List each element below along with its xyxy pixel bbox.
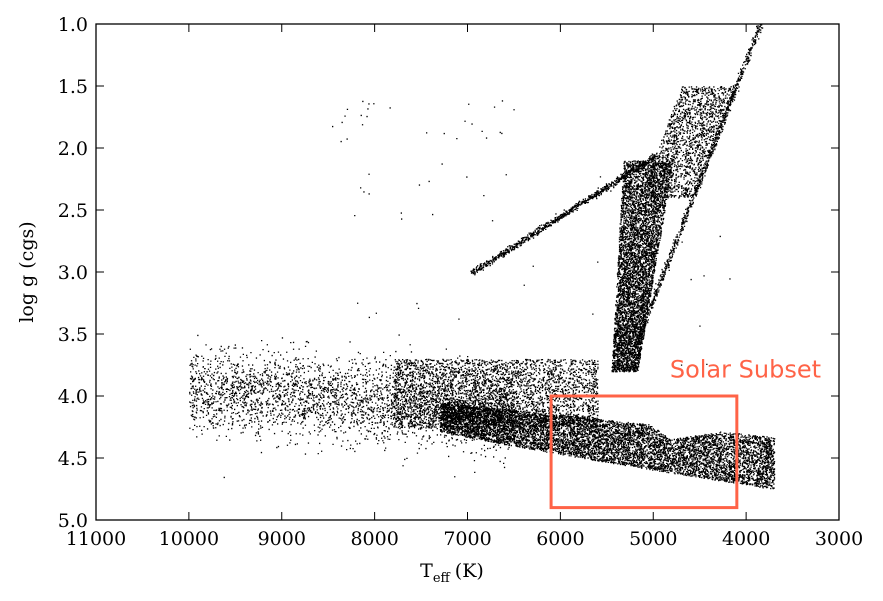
axis-ticks	[95, 23, 840, 521]
x-tick-label: 3000	[815, 528, 863, 550]
x-tick-label: 7000	[443, 528, 491, 550]
y-tick-label: 2.5	[58, 200, 88, 222]
y-tick-label: 3.5	[58, 324, 88, 346]
solar-subset-label: Solar Subset	[670, 355, 821, 383]
y-tick-labels: 1.0 1.5 2.0 2.5 3.0 3.5 4.0 4.5 5.0	[58, 14, 88, 532]
x-tick-label: 9000	[258, 528, 306, 550]
y-tick-label: 4.0	[58, 386, 88, 408]
solar-subset-box	[549, 394, 739, 510]
x-axis-title-subscript: eff	[433, 571, 452, 586]
y-axis-title: log g (cgs)	[16, 221, 38, 322]
x-tick-label: 4000	[722, 528, 770, 550]
y-tick-label: 4.5	[58, 448, 88, 470]
x-axis-title: Teff (K)	[420, 560, 484, 586]
x-axis-title-main: T	[420, 560, 433, 582]
scatter-points	[189, 24, 776, 490]
x-tick-labels: 11000 10000 9000 8000 7000 6000 5000 4000 3000	[66, 528, 863, 550]
y-tick-label: 1.0	[58, 14, 88, 36]
y-tick-label: 1.5	[58, 76, 88, 98]
x-tick-label: 11000	[66, 528, 126, 550]
y-tick-label: 3.0	[58, 262, 88, 284]
x-tick-label: 10000	[159, 528, 219, 550]
y-tick-label: 5.0	[58, 510, 88, 532]
x-tick-label: 8000	[350, 528, 398, 550]
x-tick-label: 6000	[536, 528, 584, 550]
x-axis-title-unit: (K)	[455, 560, 484, 582]
y-tick-label: 2.0	[58, 138, 88, 160]
scatter-points-path	[189, 24, 776, 490]
x-tick-label: 5000	[629, 528, 677, 550]
